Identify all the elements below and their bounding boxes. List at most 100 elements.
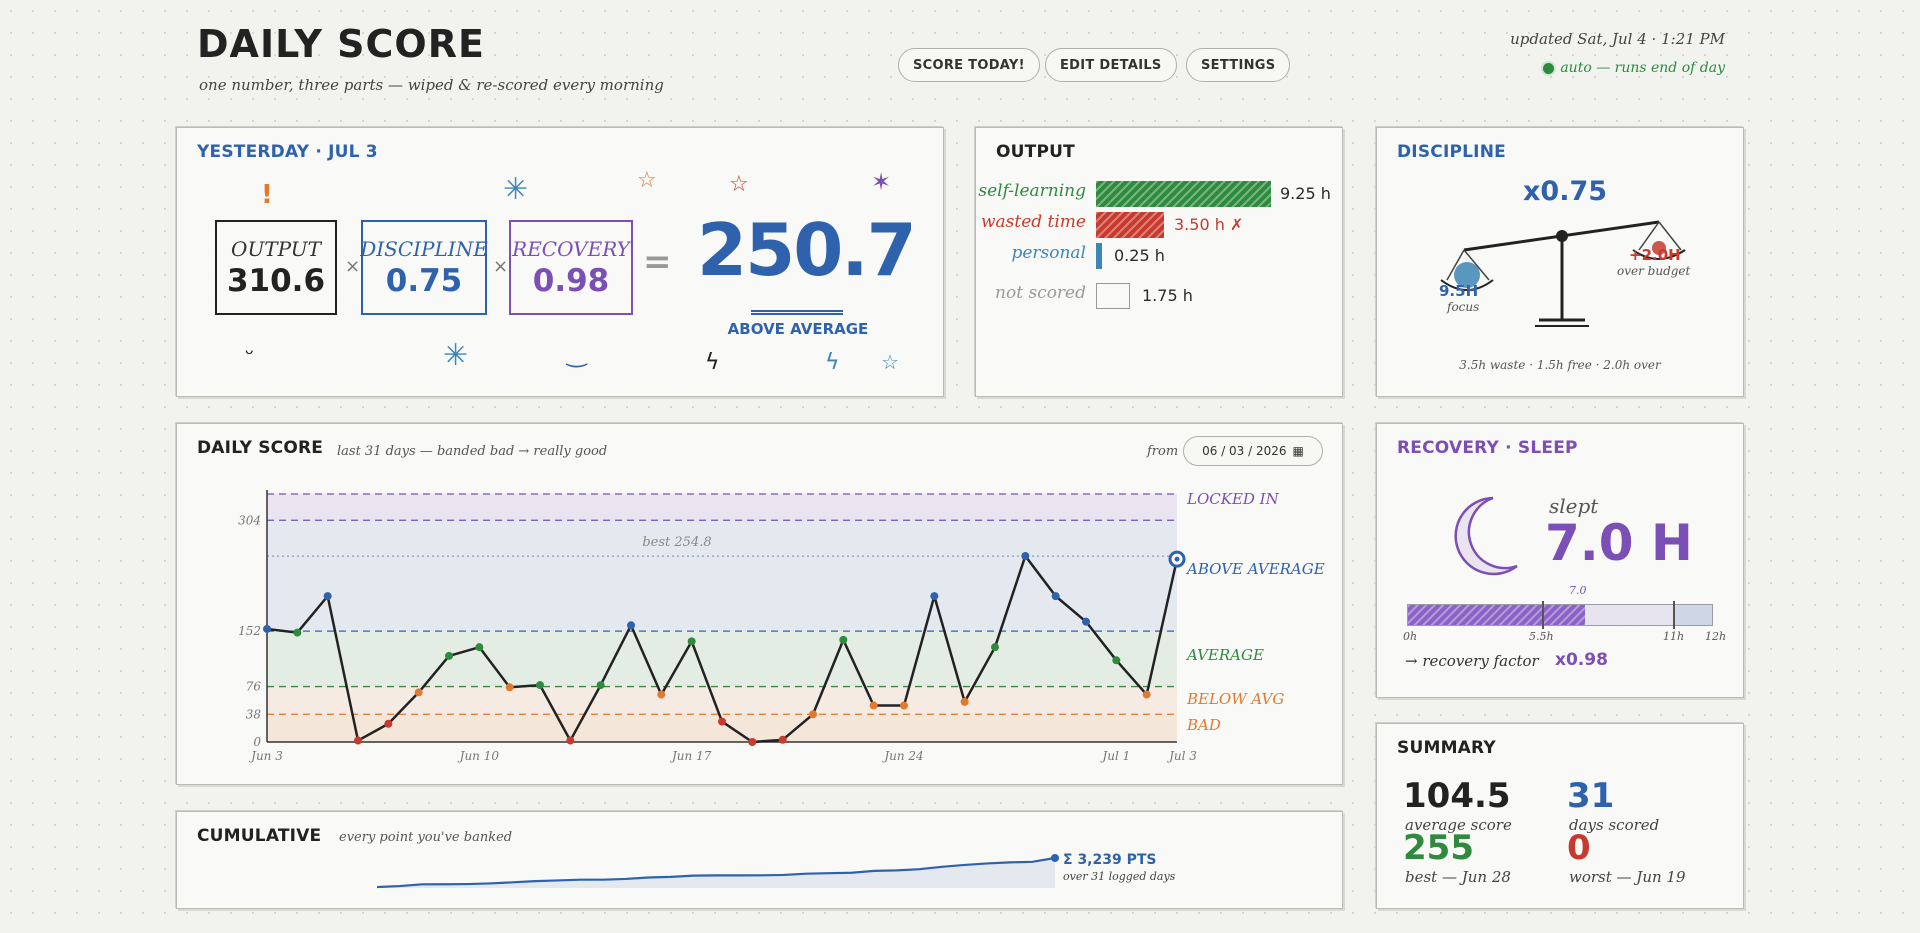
data-point-latest-core bbox=[1174, 556, 1180, 562]
data-point bbox=[566, 736, 575, 745]
y-tick-label: 0 bbox=[253, 735, 261, 749]
over-budget-label: over budget bbox=[1617, 264, 1691, 278]
y-tick-label: 38 bbox=[246, 707, 262, 721]
status-dot-icon bbox=[1543, 62, 1555, 74]
band-above-average bbox=[267, 520, 1177, 632]
star-doodle-icon: ☆ bbox=[881, 350, 899, 374]
output-row-label: wasted time bbox=[980, 212, 1086, 232]
data-point bbox=[1082, 617, 1090, 626]
discipline-factor: x0.75 bbox=[1523, 176, 1608, 207]
settings-button[interactable]: SETTINGS bbox=[1186, 48, 1291, 82]
data-point bbox=[687, 637, 696, 646]
discipline-factor-box: DISCIPLINE 0.75 bbox=[360, 220, 488, 315]
output-row: not scored 1.75 h bbox=[976, 280, 1336, 310]
sleep-tick: 0h bbox=[1403, 630, 1418, 643]
data-point bbox=[869, 701, 878, 710]
data-point bbox=[839, 635, 848, 644]
app-title: DAILY SCORE bbox=[197, 22, 485, 66]
output-factor-box: OUTPUT 310.6 bbox=[215, 220, 337, 315]
output-factor-value: 310.6 bbox=[226, 262, 326, 299]
auto-status-text: auto — runs end of day bbox=[1560, 60, 1725, 76]
sleep-bar-overflow bbox=[1673, 605, 1712, 625]
lightning-doodle-icon: ϟ bbox=[825, 350, 840, 375]
app-subtitle: one number, three parts — wiped & re-sco… bbox=[199, 76, 664, 94]
worst-score-value: 0 bbox=[1567, 828, 1591, 868]
slept-value: 7.0 H bbox=[1545, 514, 1693, 572]
moon-icon bbox=[1454, 496, 1518, 576]
data-point bbox=[475, 643, 484, 652]
smiley-doodle-icon: ᵕ bbox=[245, 342, 255, 367]
average-score-label: average score bbox=[1405, 816, 1512, 834]
cumulative-subtitle: every point you've banked bbox=[339, 830, 513, 845]
sleep-bar-fill bbox=[1408, 605, 1585, 625]
data-point bbox=[445, 651, 453, 660]
band-label: BAD bbox=[1186, 716, 1221, 734]
data-point bbox=[657, 690, 666, 699]
score-underline bbox=[751, 310, 843, 315]
daily-score-chart: LOCKED IN ABOVE AVERAGE AVERAGE BELOW AVG BA… bbox=[238, 490, 1325, 763]
data-point bbox=[293, 628, 302, 637]
cumulative-end-point bbox=[1051, 854, 1059, 862]
from-date-input[interactable]: 06 / 03 / 2026 ▦ bbox=[1183, 436, 1323, 466]
data-point bbox=[778, 735, 787, 744]
exclamation-doodle-icon: ! bbox=[261, 180, 273, 210]
days-scored-label: days scored bbox=[1569, 816, 1660, 834]
data-point bbox=[1051, 592, 1060, 601]
data-point bbox=[536, 681, 544, 690]
output-row-value: 1.75 h bbox=[1142, 286, 1193, 305]
recovery-factor-box: RECOVERY 0.98 bbox=[509, 220, 633, 315]
y-tick-label: 76 bbox=[246, 680, 262, 694]
cumulative-caption: over 31 logged days bbox=[1063, 870, 1176, 883]
cumulative-title: CUMULATIVE bbox=[197, 826, 322, 846]
data-point bbox=[384, 719, 393, 728]
y-tick-label: 152 bbox=[238, 624, 261, 638]
calendar-icon: ▦ bbox=[1292, 444, 1304, 458]
cumulative-chart bbox=[376, 854, 1059, 889]
score-value: 250.7 bbox=[697, 208, 917, 292]
sleep-max-marker bbox=[1673, 601, 1675, 629]
discipline-factor-value: 0.75 bbox=[385, 262, 463, 299]
discipline-title: DISCIPLINE bbox=[1397, 142, 1506, 162]
asterisk-doodle-icon: ✳ bbox=[503, 172, 529, 207]
times-operator: × bbox=[493, 256, 509, 277]
recovery-factor-label: → recovery factor bbox=[1405, 652, 1539, 670]
band-average bbox=[267, 631, 1177, 687]
band-below-avg bbox=[267, 686, 1177, 715]
times-operator: × bbox=[345, 256, 361, 277]
data-point bbox=[1021, 552, 1030, 560]
output-factor-label: OUTPUT bbox=[231, 236, 321, 261]
sleep-tick: 11h bbox=[1663, 630, 1685, 643]
star-doodle-icon: ☆ bbox=[637, 168, 657, 193]
band-label: AVERAGE bbox=[1185, 646, 1264, 664]
x-tick-label: Jun 10 bbox=[457, 749, 500, 763]
data-point bbox=[414, 688, 423, 697]
focus-value: 9.5H bbox=[1439, 282, 1479, 300]
sleep-tick: 12h bbox=[1705, 630, 1727, 643]
output-row-value: 0.25 h bbox=[1114, 246, 1165, 265]
cumulative-total: Σ 3,239 PTS bbox=[1063, 852, 1157, 868]
sleep-tick: 5.5h bbox=[1529, 630, 1554, 643]
best-label: best 254.8 bbox=[642, 535, 711, 550]
asterisk-doodle-icon: ✳ bbox=[443, 338, 469, 373]
from-label: from bbox=[1147, 444, 1179, 459]
balance-scale-icon bbox=[1440, 220, 1686, 327]
data-point bbox=[1112, 656, 1121, 665]
y-tick-label: 304 bbox=[238, 513, 261, 527]
over-budget-value: +2.0H bbox=[1629, 246, 1681, 264]
score-verdict: ABOVE AVERAGE bbox=[727, 320, 869, 338]
x-tick-label: Jun 17 bbox=[669, 749, 712, 763]
edit-details-button[interactable]: EDIT DETAILS bbox=[1045, 48, 1177, 82]
output-row: personal 0.25 h bbox=[976, 240, 1336, 270]
recovery-factor-value: 0.98 bbox=[532, 262, 610, 299]
output-bar bbox=[1096, 181, 1271, 207]
data-point bbox=[354, 736, 362, 745]
sleep-bar bbox=[1407, 601, 1713, 629]
yesterday-title: YESTERDAY · JUL 3 bbox=[197, 142, 378, 162]
recovery-factor-value: x0.98 bbox=[1555, 650, 1608, 670]
x-tick-label: Jun 24 bbox=[881, 749, 923, 763]
data-point bbox=[900, 701, 908, 710]
data-point bbox=[627, 621, 635, 630]
discipline-panel: DISCIPLINE x0.75 9.5H focus +2.0H over b… bbox=[1376, 127, 1744, 397]
score-today-button[interactable]: SCORE TODAY! bbox=[898, 48, 1040, 82]
average-score-value: 104.5 bbox=[1403, 776, 1511, 816]
